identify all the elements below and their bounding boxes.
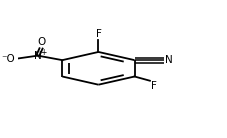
Text: N: N <box>165 55 172 65</box>
Text: F: F <box>95 29 101 39</box>
Text: F: F <box>150 81 156 91</box>
Text: O: O <box>37 37 45 47</box>
Text: N: N <box>34 51 42 61</box>
Text: ⁻O: ⁻O <box>1 54 15 64</box>
Text: +: + <box>40 48 46 57</box>
